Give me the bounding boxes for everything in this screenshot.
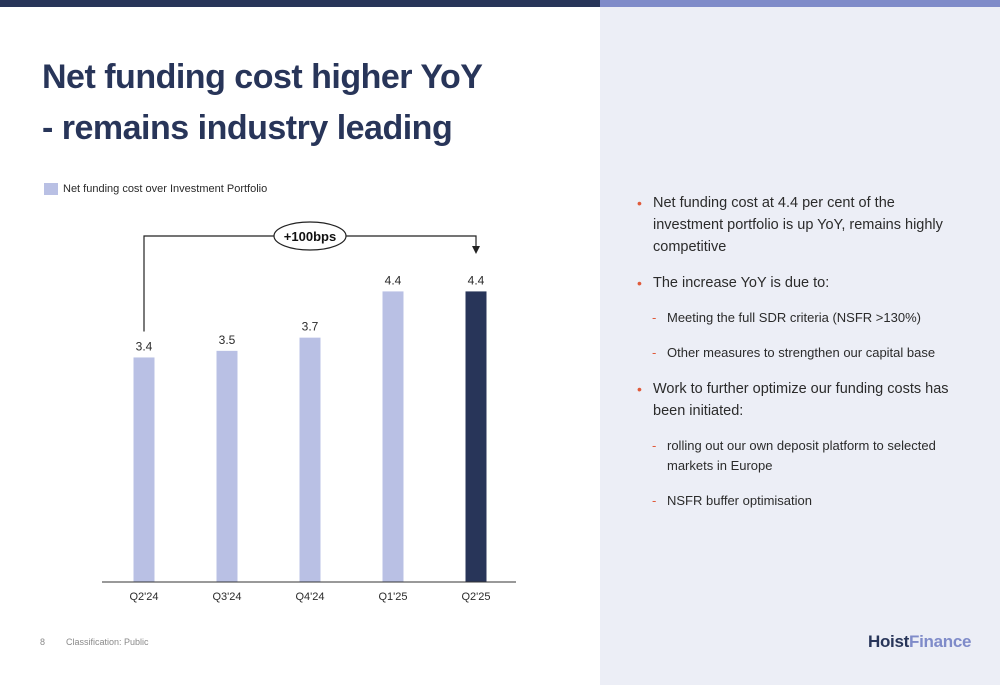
top-accent-bar-light bbox=[600, 0, 1000, 7]
sub-bullet-item: rolling out our own deposit platform to … bbox=[637, 436, 967, 476]
data-label: 3.7 bbox=[302, 320, 319, 334]
bar bbox=[382, 291, 404, 582]
funding-cost-bar-chart: 3.4 Q2'24 3.5 Q3'24 3.7 Q4'24 4.4 Q1'25 4.4 Q2'25… bbox=[102, 221, 516, 603]
annotation-badge bbox=[273, 221, 347, 251]
x-tick-label: Q4'24 bbox=[295, 591, 324, 603]
sub-bullet-item: Other measures to strengthen our capital… bbox=[637, 343, 967, 363]
data-label: 4.4 bbox=[468, 273, 485, 287]
sub-bullet-item: Meeting the full SDR criteria (NSFR >130… bbox=[637, 308, 967, 328]
x-tick-label: Q2'24 bbox=[129, 591, 158, 603]
annotation-text: +100bps bbox=[284, 229, 336, 244]
bar bbox=[299, 337, 321, 582]
slide-title-line-1: Net funding cost higher YoY bbox=[42, 58, 483, 96]
bullet-item: Work to further optimize our funding cos… bbox=[637, 378, 967, 422]
commentary-bullets: Net funding cost at 4.4 per cent of the … bbox=[637, 192, 967, 526]
data-label: 3.4 bbox=[136, 339, 153, 353]
page-number: 8 bbox=[40, 637, 46, 647]
annotation-arrowhead bbox=[472, 246, 480, 254]
sub-bullet-item: NSFR buffer optimisation bbox=[637, 491, 967, 511]
bar bbox=[216, 350, 238, 582]
data-label: 3.5 bbox=[219, 333, 236, 347]
x-tick-label: Q3'24 bbox=[212, 591, 241, 603]
data-label: 4.4 bbox=[385, 273, 402, 287]
hoist-finance-logo: HoistFinance bbox=[868, 632, 971, 652]
logo-word-hoist: Hoist bbox=[868, 632, 910, 651]
bar bbox=[133, 357, 155, 582]
legend-swatch bbox=[44, 183, 58, 195]
bullet-item: The increase YoY is due to: bbox=[637, 272, 967, 294]
x-tick-label: Q1'25 bbox=[378, 591, 407, 603]
bar bbox=[465, 291, 487, 582]
slide-title: Net funding cost higher YoY - remains in… bbox=[42, 52, 582, 154]
chart-legend: Net funding cost over Investment Portfol… bbox=[44, 183, 267, 195]
top-accent-bar bbox=[0, 0, 600, 7]
classification-label: Classification: Public bbox=[66, 637, 149, 647]
bullet-item: Net funding cost at 4.4 per cent of the … bbox=[637, 192, 967, 258]
logo-word-finance: Finance bbox=[909, 632, 972, 651]
legend-label: Net funding cost over Investment Portfol… bbox=[63, 183, 268, 195]
x-tick-label: Q2'25 bbox=[461, 591, 490, 603]
slide-title-line-2: - remains industry leading bbox=[42, 109, 453, 147]
